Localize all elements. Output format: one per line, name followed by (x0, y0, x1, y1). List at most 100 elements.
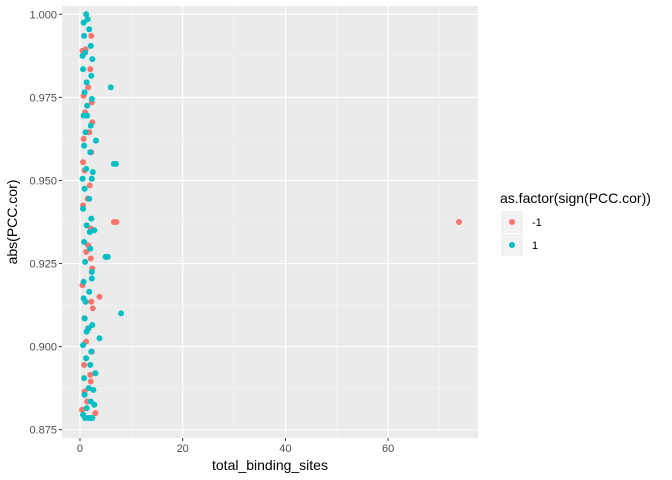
data-point (82, 258, 89, 265)
data-point (96, 293, 103, 300)
data-point (80, 135, 87, 142)
y-tick-label: 0.975 (29, 92, 57, 104)
y-tick-label: 0.900 (29, 342, 57, 354)
data-point (84, 102, 91, 109)
data-point (89, 169, 96, 176)
data-point (92, 370, 99, 377)
data-point (456, 219, 462, 225)
legend-title: as.factor(sign(PCC.cor)) (500, 190, 651, 206)
data-point (88, 72, 95, 79)
data-point (82, 129, 89, 136)
data-point (91, 401, 98, 408)
data-point (88, 32, 95, 39)
data-point (88, 348, 95, 355)
data-point (87, 378, 94, 385)
data-point (89, 56, 96, 63)
y-axis-title: abs(PCC.cor) (4, 180, 20, 265)
data-point (80, 205, 87, 212)
data-point (81, 185, 88, 192)
data-point (86, 195, 93, 202)
data-point (86, 182, 93, 189)
data-point (118, 310, 125, 317)
data-point (80, 19, 87, 26)
data-point (87, 371, 94, 378)
legend-label-neg: -1 (532, 217, 542, 229)
data-point (89, 322, 96, 329)
legend: as.factor(sign(PCC.cor)) -1 1 (500, 190, 651, 256)
data-point (104, 253, 111, 260)
data-point (86, 228, 93, 235)
data-point (87, 66, 94, 73)
data-point (112, 160, 119, 167)
data-point (83, 248, 90, 255)
data-point (87, 415, 94, 422)
legend-dot-neg (509, 219, 515, 225)
data-point (88, 298, 95, 305)
data-point (79, 406, 86, 413)
data-point (87, 361, 94, 368)
legend-dot-pos (509, 242, 515, 248)
data-point (83, 79, 90, 86)
data-point (81, 142, 88, 149)
data-point (83, 222, 90, 229)
x-tick-label: 40 (279, 443, 291, 455)
data-point (85, 385, 92, 392)
x-tick-label: 0 (77, 443, 83, 455)
data-point (88, 268, 95, 275)
y-axis: 0.875 0.900 0.925 0.950 0.975 1.000 (29, 9, 62, 437)
data-point (86, 288, 93, 295)
data-point (81, 32, 88, 39)
grid-major (62, 6, 478, 438)
data-point (90, 386, 97, 393)
data-point (88, 215, 95, 222)
grid-minor (62, 6, 478, 438)
data-point (87, 245, 94, 252)
data-point (81, 361, 88, 368)
data-point (83, 405, 90, 412)
y-tick-label: 0.925 (29, 259, 57, 271)
data-point (85, 325, 92, 332)
data-point (107, 84, 114, 91)
data-point (80, 295, 87, 302)
data-point (81, 89, 88, 96)
data-point (81, 315, 88, 322)
data-point (88, 175, 95, 182)
data-point (113, 219, 120, 225)
data-point (83, 355, 90, 362)
data-point (79, 52, 86, 59)
data-point (87, 122, 94, 129)
data-point (88, 96, 95, 103)
data-point (85, 84, 92, 91)
data-point (92, 410, 99, 417)
y-tick-label: 0.950 (29, 175, 57, 187)
data-point (80, 159, 87, 166)
legend-label-pos: 1 (532, 240, 538, 252)
data-point (84, 16, 91, 23)
data-point (80, 66, 87, 73)
data-point (79, 175, 86, 182)
data-point (88, 275, 95, 282)
data-point (83, 165, 90, 172)
data-point (92, 137, 99, 144)
data-point (84, 112, 91, 119)
data-point (87, 255, 94, 262)
data-point (87, 149, 94, 156)
x-axis: 0 20 40 60 (77, 438, 394, 455)
data-points (79, 11, 462, 422)
data-point (83, 11, 90, 18)
data-point (96, 335, 103, 342)
data-point (91, 227, 98, 234)
data-point (80, 341, 87, 348)
y-tick-label: 0.875 (29, 425, 57, 437)
x-axis-title: total_binding_sites (212, 457, 328, 473)
x-tick-label: 20 (177, 443, 189, 455)
y-tick-label: 1.000 (29, 9, 57, 21)
data-point (81, 238, 88, 245)
data-point (87, 42, 94, 49)
data-point (80, 278, 87, 285)
data-point (81, 391, 88, 398)
data-point (86, 26, 93, 33)
data-point (81, 375, 88, 382)
data-point (89, 305, 96, 312)
